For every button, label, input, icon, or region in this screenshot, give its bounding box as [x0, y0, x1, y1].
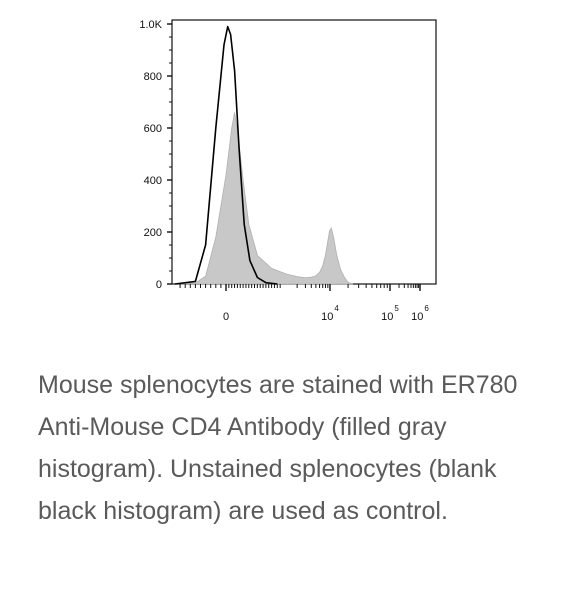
series-layer	[174, 25, 353, 285]
x-tick-label: 106	[411, 304, 429, 323]
plot-frame	[171, 19, 437, 285]
x-tick-exponent: 5	[394, 304, 399, 313]
x-tick-base: 10	[381, 311, 393, 323]
figure-caption: Mouse splenocytes are stained with ER780…	[38, 371, 518, 525]
x-tick-base: 10	[411, 311, 423, 323]
x-tick-base: 0	[223, 311, 229, 323]
x-tick-base: 10	[321, 311, 333, 323]
y-tick-label: 1.0K	[139, 19, 162, 31]
y-tick-label: 200	[144, 227, 162, 239]
unstained-histogram-line	[174, 25, 278, 285]
y-tick-label: 0	[156, 279, 162, 291]
x-tick-label: 105	[381, 304, 399, 323]
y-tick-label: 400	[144, 175, 162, 187]
y-tick-label: 600	[144, 123, 162, 135]
x-tick-label: 0	[223, 311, 229, 323]
x-tick-label: 104	[321, 304, 339, 323]
x-tick-exponent: 4	[334, 304, 339, 313]
stained-histogram-fill	[174, 112, 353, 285]
y-tick-label: 800	[144, 71, 162, 83]
x-tick-exponent: 6	[424, 304, 429, 313]
